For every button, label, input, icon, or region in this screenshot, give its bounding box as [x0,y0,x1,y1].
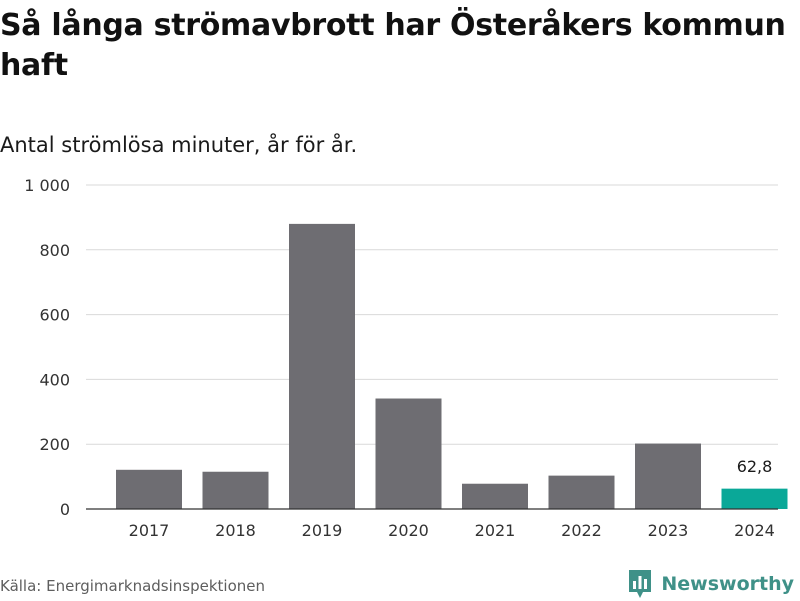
x-tick-label: 2018 [215,521,256,540]
x-tick-label: 2020 [388,521,429,540]
chart-subtitle: Antal strömlösa minuter, år för år. [0,133,358,157]
chart-title: Så långa strömavbrott har Österåkers kom… [0,8,786,83]
y-tick-label: 600 [39,306,70,325]
source-note: Källa: Energimarknadsinspektionen [0,577,266,595]
y-tick-label: 800 [39,241,70,260]
x-tick-label: 2019 [302,521,343,540]
bar [202,471,269,509]
y-tick-label: 0 [60,500,70,519]
bar [721,488,788,509]
y-tick-label: 400 [39,370,70,389]
bar [635,443,701,509]
brand-logo[interactable]: Newsworthy [627,567,794,601]
y-tick-label: 200 [39,435,70,454]
x-tick-label: 2022 [561,521,602,540]
bar [289,223,355,509]
bar-chart: 0 200 400 600 800 1 000 2017 2018 2019 2020 2021 20… [24,176,788,540]
bar [116,469,182,509]
bar-chart-logo-icon [629,570,652,598]
y-tick-label: 1 000 [24,176,70,195]
x-tick-label: 2017 [129,521,170,540]
data-label: 62,8 [737,457,773,476]
x-tick-label: 2021 [475,521,516,540]
x-tick-label: 2023 [648,521,689,540]
brand-name: Newsworthy [661,573,794,595]
bar [548,475,615,509]
bar [375,398,442,509]
bar [462,483,528,509]
x-tick-label: 2024 [734,521,775,540]
